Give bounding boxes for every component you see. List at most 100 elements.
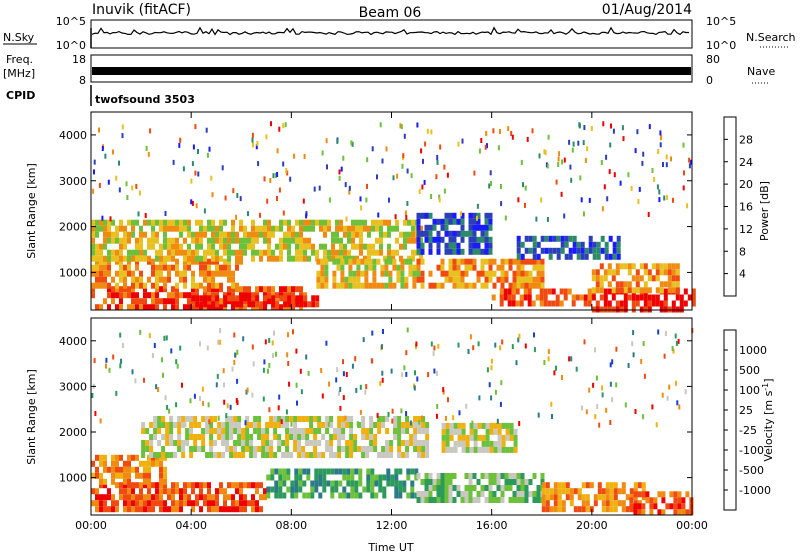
- power-cell: [468, 282, 473, 289]
- power-scatter-cell: [379, 122, 382, 128]
- power-cell: [603, 300, 608, 307]
- power-cell: [199, 237, 203, 244]
- power-cell: [396, 276, 401, 283]
- power-cell: [484, 248, 489, 255]
- power-cell: [468, 236, 473, 243]
- power-cell: [135, 304, 139, 311]
- power-cell: [163, 264, 167, 271]
- power-scatter-cell: [210, 175, 213, 181]
- power-scatter-cell: [403, 133, 406, 139]
- power-scatter-cell: [480, 138, 483, 143]
- power-cell: [187, 304, 191, 311]
- power-cell: [555, 300, 560, 307]
- velocity-cell: [629, 503, 634, 510]
- power-cell: [544, 235, 549, 242]
- velocity-cell: [337, 416, 342, 422]
- power-cell: [159, 264, 163, 271]
- power-scatter-cell: [109, 216, 112, 222]
- power-scatter-cell: [293, 153, 296, 159]
- power-cell: [359, 219, 363, 226]
- velocity-cell: [199, 488, 203, 495]
- velocity-cell: [476, 491, 481, 497]
- velocity-scatter-cell: [674, 333, 677, 339]
- velocity-scatter-cell: [583, 339, 586, 345]
- velocity-cell: [119, 488, 123, 495]
- velocity-cell: [309, 452, 314, 458]
- power-cell: [183, 237, 187, 244]
- velocity-scatter-cell: [533, 332, 535, 338]
- velocity-cell: [485, 422, 490, 429]
- power-cell: [607, 300, 612, 307]
- velocity-cell: [346, 474, 351, 481]
- power-cell: [516, 276, 521, 283]
- power-cell: [223, 270, 227, 277]
- velocity-cell: [131, 488, 135, 495]
- velocity-cell: [476, 497, 481, 503]
- power-cell: [375, 219, 379, 226]
- velocity-cell: [189, 434, 194, 440]
- velocity-cell: [645, 491, 650, 498]
- velocity-scatter-cell: [226, 403, 229, 409]
- power-cell: [95, 264, 99, 271]
- velocity-cell: [397, 428, 402, 434]
- velocity-cell: [123, 506, 127, 513]
- velocity-cell: [290, 486, 295, 493]
- power-cell: [396, 264, 401, 271]
- power-cell: [163, 298, 167, 305]
- velocity-scatter-cell: [202, 400, 205, 406]
- velocity-cell: [445, 446, 450, 453]
- velocity-cell: [103, 460, 107, 467]
- power-cell: [364, 258, 369, 265]
- power-cell: [175, 249, 179, 256]
- power-cell: [183, 304, 187, 311]
- power-scatter-cell: [578, 123, 581, 129]
- power-cell: [303, 219, 307, 226]
- power-cell: [283, 231, 287, 238]
- power-cell: [163, 243, 167, 250]
- velocity-scatter-cell: [342, 371, 345, 377]
- velocity-cell: [685, 491, 690, 498]
- velocity-cell: [605, 482, 610, 489]
- velocity-cell: [313, 428, 318, 434]
- velocity-cell: [261, 434, 266, 440]
- power-cell: [251, 243, 255, 250]
- power-cell: [103, 219, 107, 226]
- velocity-cell: [485, 440, 490, 447]
- velocity-cell: [306, 474, 311, 481]
- velocity-scatter-cell: [299, 368, 302, 374]
- power-cell: [119, 298, 123, 305]
- velocity-scatter-cell: [105, 357, 108, 363]
- velocity-scatter-cell: [501, 339, 504, 345]
- power-cell: [211, 243, 215, 250]
- velocity-cell: [325, 422, 330, 428]
- power-cell: [287, 243, 291, 250]
- power-cell: [227, 255, 231, 262]
- power-cell: [211, 286, 215, 293]
- velocity-cell: [321, 452, 326, 458]
- velocity-cell: [445, 440, 450, 447]
- velocity-cell: [161, 452, 166, 458]
- velocity-scatter-cell: [678, 404, 681, 410]
- power-cell: [348, 258, 353, 265]
- power-cell: [287, 301, 292, 308]
- velocity-cell: [536, 491, 541, 497]
- power-cell: [476, 212, 481, 219]
- power-cell: [167, 243, 171, 250]
- velocity-cell: [593, 500, 598, 507]
- velocity-cell: [330, 492, 335, 499]
- velocity-cell: [221, 440, 226, 446]
- power-cell: [512, 258, 517, 265]
- power-scatter-cell: [544, 150, 547, 156]
- power-cell: [127, 270, 131, 277]
- power-scatter-cell: [149, 128, 152, 134]
- power-cell: [267, 237, 271, 244]
- power-cell: [223, 264, 227, 271]
- power-scatter-cell: [266, 198, 269, 204]
- power-scatter-cell: [571, 147, 574, 153]
- power-scatter-cell: [282, 210, 285, 216]
- velocity-cell: [505, 428, 510, 435]
- velocity-scatter-cell: [458, 410, 461, 416]
- power-cell: [123, 276, 127, 283]
- velocity-cell: [390, 474, 395, 481]
- power-cell: [615, 287, 620, 294]
